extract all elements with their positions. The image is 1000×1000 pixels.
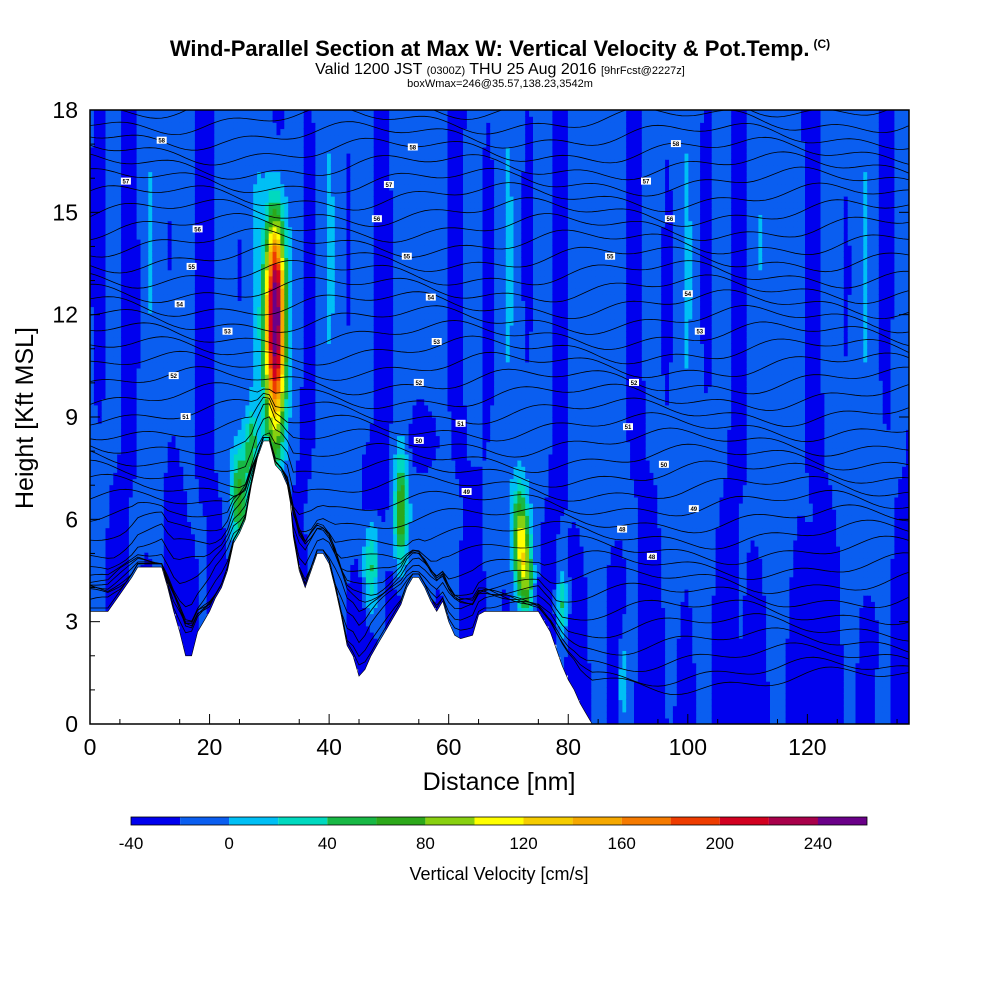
cross-section-chart: 5858585757575656 565555 555454545353535252… bbox=[0, 0, 1000, 1000]
